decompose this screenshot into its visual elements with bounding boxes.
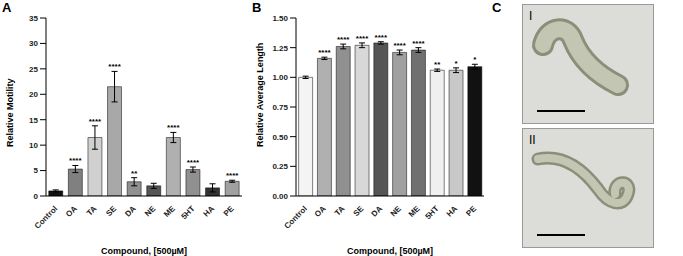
svg-text:Relative Average Length: Relative Average Length xyxy=(255,43,265,147)
svg-text:NE: NE xyxy=(389,204,404,219)
svg-text:TA: TA xyxy=(85,204,99,218)
svg-text:****: **** xyxy=(318,48,331,57)
svg-text:PE: PE xyxy=(222,204,236,218)
svg-text:ME: ME xyxy=(407,204,422,219)
svg-text:DA: DA xyxy=(370,204,385,219)
html-text:I: I xyxy=(529,9,533,23)
svg-text:1.00: 1.00 xyxy=(272,73,288,82)
svg-text:****: **** xyxy=(356,34,369,43)
svg-text:35: 35 xyxy=(29,14,38,23)
svg-text:30: 30 xyxy=(29,39,38,48)
svg-text:5: 5 xyxy=(34,166,39,175)
svg-text:0.00: 0.00 xyxy=(272,192,288,201)
svg-text:Control: Control xyxy=(282,204,308,230)
svg-text:1.25: 1.25 xyxy=(272,44,288,53)
svg-text:DA: DA xyxy=(123,204,138,219)
svg-text:****: **** xyxy=(226,171,239,180)
svg-text:PE: PE xyxy=(464,204,478,218)
svg-text:TA: TA xyxy=(333,204,347,218)
html-text:B: B xyxy=(252,0,262,15)
svg-text:Compound, [500µM]: Compound, [500µM] xyxy=(347,246,433,256)
svg-text:Control: Control xyxy=(33,204,59,230)
svg-text:10: 10 xyxy=(29,141,38,150)
svg-text:0.50: 0.50 xyxy=(272,133,288,142)
svg-text:****: **** xyxy=(412,39,425,48)
svg-text:15: 15 xyxy=(29,116,38,125)
svg-text:0.75: 0.75 xyxy=(272,103,288,112)
svg-text:Relative Motility: Relative Motility xyxy=(5,78,15,147)
svg-text:ME: ME xyxy=(162,204,177,219)
svg-text:5HT: 5HT xyxy=(179,204,196,221)
svg-text:5HT: 5HT xyxy=(423,204,440,221)
svg-text:****: **** xyxy=(89,117,102,126)
svg-text:****: **** xyxy=(337,35,350,44)
html-text:II: II xyxy=(529,133,536,147)
html-text:A: A xyxy=(2,0,12,15)
svg-text:SE: SE xyxy=(104,204,118,218)
svg-text:25: 25 xyxy=(29,65,38,74)
svg-text:OA: OA xyxy=(313,204,328,219)
svg-text:0.25: 0.25 xyxy=(272,162,288,171)
svg-text:HA: HA xyxy=(445,204,460,219)
svg-text:*: * xyxy=(473,55,477,64)
svg-text:Compound, [500µM]: Compound, [500µM] xyxy=(101,246,187,256)
svg-text:SE: SE xyxy=(351,204,365,218)
svg-text:****: **** xyxy=(167,123,180,132)
svg-text:****: **** xyxy=(375,33,388,42)
html-text:C: C xyxy=(492,0,502,15)
svg-text:*: * xyxy=(454,59,458,68)
svg-text:**: ** xyxy=(434,60,441,69)
svg-text:**: ** xyxy=(131,169,138,178)
svg-text:****: **** xyxy=(69,156,82,165)
svg-text:NE: NE xyxy=(143,204,158,219)
svg-text:****: **** xyxy=(187,158,200,167)
svg-text:20: 20 xyxy=(29,90,38,99)
svg-text:****: **** xyxy=(393,41,406,50)
svg-text:HA: HA xyxy=(202,204,217,219)
svg-text:0: 0 xyxy=(34,192,39,201)
svg-text:OA: OA xyxy=(64,204,79,219)
svg-text:1.50: 1.50 xyxy=(272,14,288,23)
svg-text:****: **** xyxy=(108,62,121,71)
